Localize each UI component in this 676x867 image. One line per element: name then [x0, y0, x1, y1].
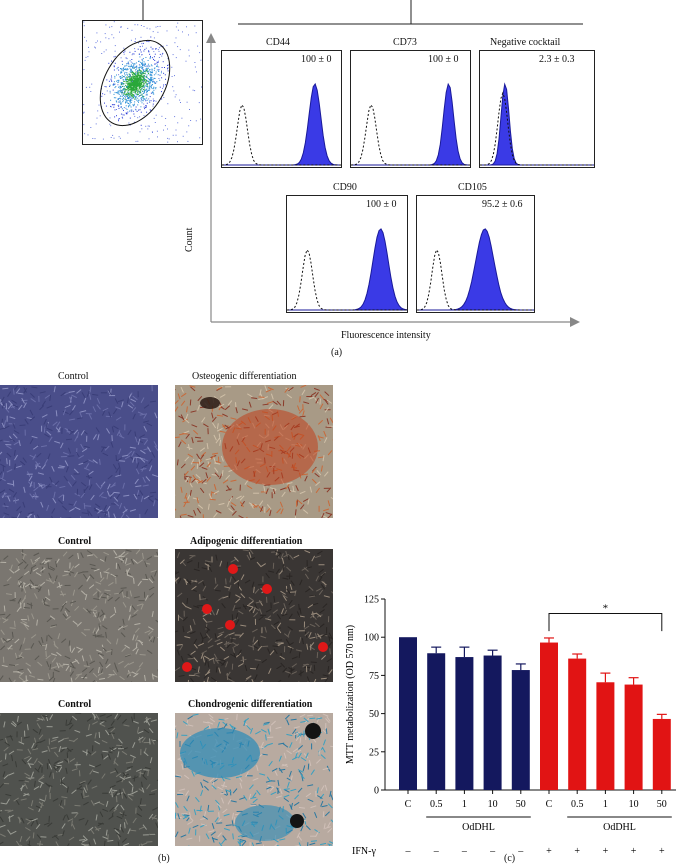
- micrograph-chondrogenic-differentiation: [175, 713, 333, 846]
- histogram-cd44: [221, 50, 342, 168]
- value-cd73: 100 ± 0: [428, 54, 459, 65]
- group-label-oddhl: OdDHL: [462, 822, 495, 833]
- x-tick-label: 0.5: [571, 799, 584, 810]
- y-tick-label: 75: [369, 671, 379, 682]
- row3-control-caption: Control: [58, 699, 92, 710]
- micrograph-control-chondrogenic: [0, 713, 158, 846]
- bar: [455, 657, 474, 790]
- label-cd73: CD73: [393, 37, 417, 48]
- ifn-sign: –: [405, 846, 412, 857]
- histogram-cd90: [286, 195, 408, 313]
- bar: [399, 637, 417, 790]
- panel-c-label: (c): [504, 853, 516, 864]
- histogram-negative-cocktail: [479, 50, 595, 168]
- bar: [596, 682, 615, 790]
- ifn-sign: +: [574, 846, 580, 857]
- value-cd105: 95.2 ± 0.6: [482, 199, 523, 210]
- label-cd44: CD44: [266, 37, 290, 48]
- label-negative-cocktail: Negative cocktail: [490, 37, 561, 48]
- x-tick-label: 50: [657, 799, 667, 810]
- x-tick-label: 10: [488, 799, 498, 810]
- panel-b-label: (b): [158, 853, 170, 864]
- row1-control-caption: Control: [58, 371, 89, 382]
- ifn-sign: +: [631, 846, 637, 857]
- x-tick-label: 1: [462, 799, 467, 810]
- mtt-bar-chart: 0 25 50 75 100 125 MTT metabolization (OD 570 …: [345, 595, 676, 857]
- panel-a-label: (a): [331, 347, 343, 358]
- micrograph-osteogenic-differentiation: [175, 385, 333, 518]
- y-axis-label: MTT metabolization (OD 570 nm): [345, 625, 356, 764]
- y-tick-label: 25: [369, 747, 379, 758]
- x-tick-label: 10: [629, 799, 639, 810]
- x-tick-label: C: [405, 799, 412, 810]
- row3-treated-caption: Chondrogenic differentiation: [188, 699, 313, 710]
- ifn-sign: –: [517, 846, 524, 857]
- significance-star: *: [603, 603, 609, 615]
- y-tick-label: 100: [364, 633, 379, 644]
- row2-treated-caption: Adipogenic differentiation: [190, 536, 303, 547]
- histogram-cd73: [350, 50, 471, 168]
- y-tick-label: 50: [369, 709, 379, 720]
- ifn-sign: –: [489, 846, 496, 857]
- bar: [540, 642, 558, 790]
- y-tick-label: 125: [364, 595, 379, 606]
- ifn-sign: +: [546, 846, 552, 857]
- y-tick-label: 0: [374, 786, 379, 797]
- x-tick-label: 50: [516, 799, 526, 810]
- panel-a-connectors: [142, 0, 583, 327]
- ifn-sign: –: [433, 846, 440, 857]
- row2-control-caption: Control: [58, 536, 92, 547]
- value-negative-cocktail: 2.3 ± 0.3: [539, 54, 575, 65]
- bar: [624, 684, 643, 790]
- bar: [511, 670, 530, 790]
- micrograph-adipogenic-differentiation: [175, 549, 333, 682]
- histogram-cd105: [416, 195, 535, 313]
- y-axis-label-count: Count: [184, 227, 195, 252]
- gating-dot-plot: [82, 20, 203, 145]
- bar: [427, 653, 446, 790]
- micrograph-control-osteogenic: [0, 385, 158, 518]
- label-cd105: CD105: [458, 182, 487, 193]
- row1-treated-caption: Osteogenic differentiation: [192, 371, 297, 382]
- significance-bracket: [548, 613, 663, 632]
- bar: [652, 718, 671, 790]
- x-tick-label: C: [546, 799, 553, 810]
- value-cd44: 100 ± 0: [301, 54, 332, 65]
- bar: [483, 655, 502, 790]
- value-cd90: 100 ± 0: [366, 199, 397, 210]
- x-tick-label: 1: [603, 799, 608, 810]
- group-label-oddhl: OdDHL: [603, 822, 636, 833]
- label-cd90: CD90: [333, 182, 357, 193]
- ifn-sign: –: [461, 846, 468, 857]
- x-tick-label: 0.5: [430, 799, 443, 810]
- x-axis-label-fluorescence: Fluorescence intensity: [341, 330, 431, 341]
- ifn-sign: +: [603, 846, 609, 857]
- ifn-gamma-label: IFN-γ: [352, 846, 376, 857]
- bar: [568, 658, 587, 790]
- micrograph-control-adipogenic: [0, 549, 158, 682]
- ifn-sign: +: [659, 846, 665, 857]
